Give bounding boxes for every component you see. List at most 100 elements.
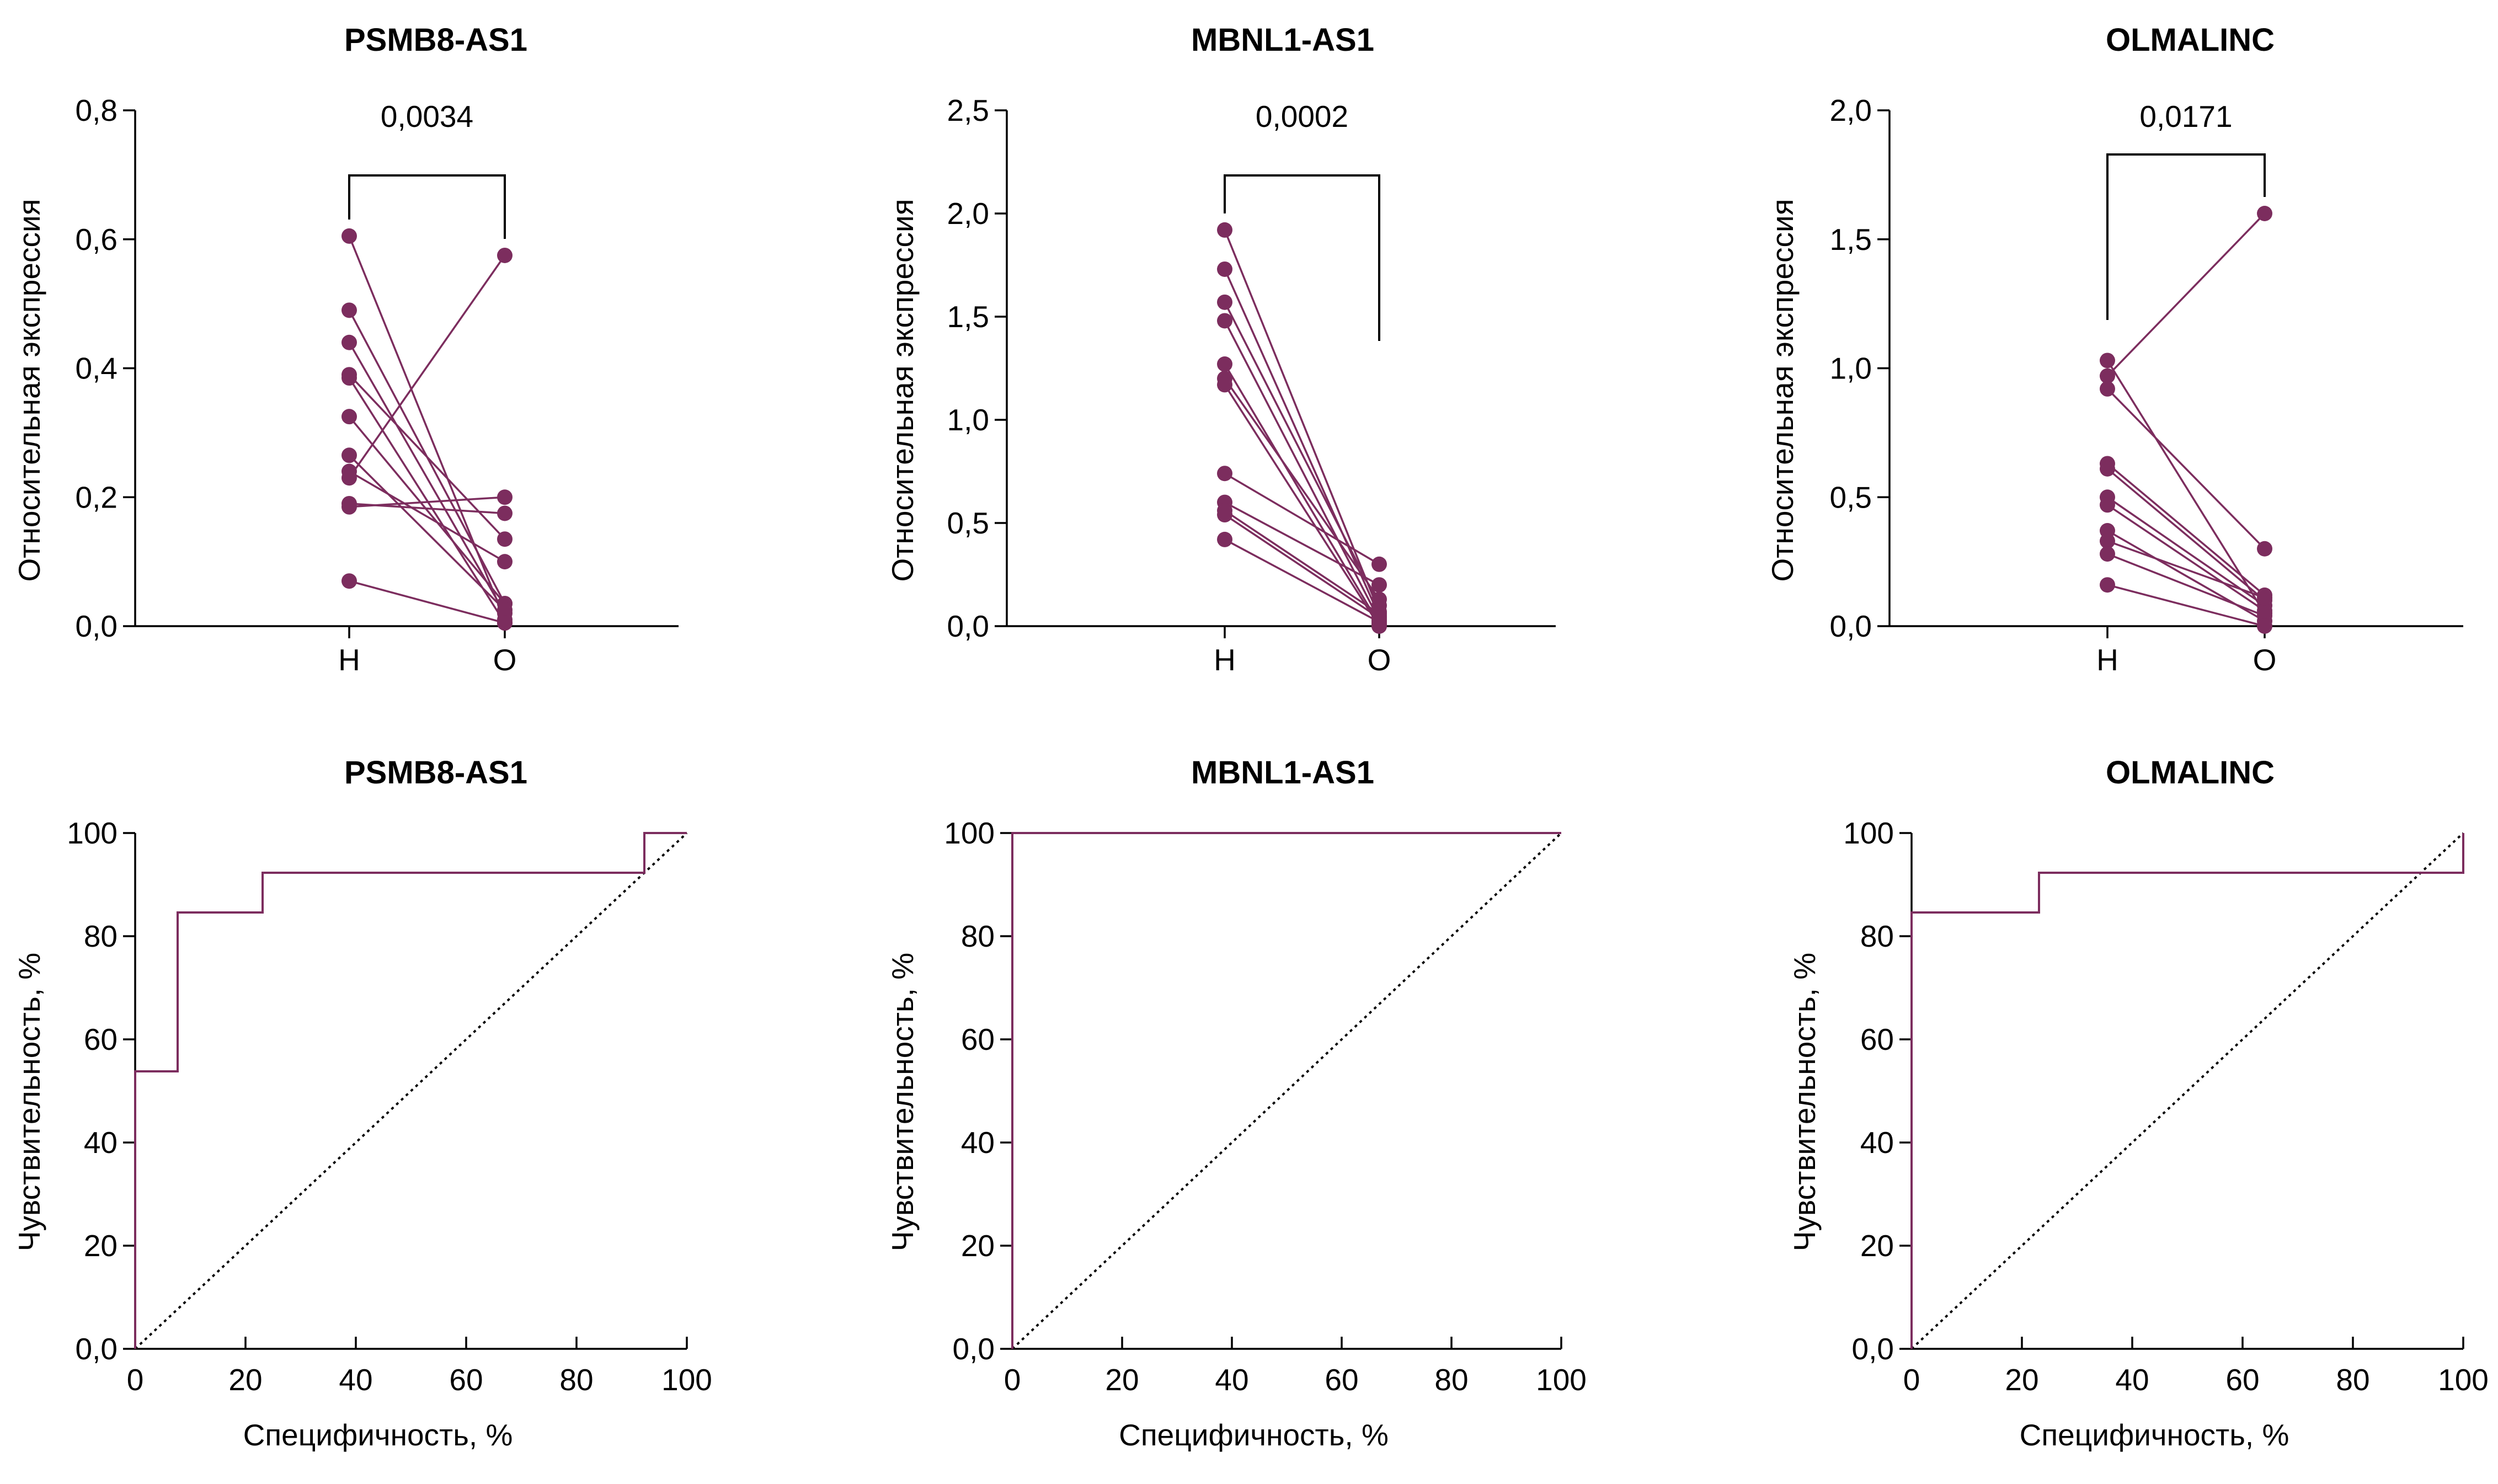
chart-title: OLMALINC xyxy=(2106,755,2275,791)
data-point-before xyxy=(1217,294,1232,310)
data-point-after xyxy=(1371,591,1387,607)
data-point-after xyxy=(1371,577,1387,593)
x-tick-label: 0 xyxy=(127,1363,144,1397)
pair-line xyxy=(1224,514,1380,619)
pair-line xyxy=(1224,269,1380,617)
y-axis-label: Относительная экспрессия xyxy=(885,199,920,582)
pair-line xyxy=(1224,472,1380,565)
x-tick-label: 40 xyxy=(339,1363,372,1397)
roc-curve xyxy=(134,832,687,1349)
pair-line xyxy=(1224,501,1380,586)
y-tick-label: 0,5 xyxy=(1830,480,1872,514)
y-axis-label: Чувствительность, % xyxy=(12,953,46,1251)
y-tick-label: 80 xyxy=(1860,919,1894,953)
x-tick-label: 80 xyxy=(1434,1363,1468,1397)
data-point-before xyxy=(341,334,357,350)
roc-curve xyxy=(1011,832,1561,1349)
y-tick-label: 0,0 xyxy=(76,609,118,643)
pair-line xyxy=(348,416,506,605)
data-point-after xyxy=(497,615,513,631)
x-tick-label: О xyxy=(1368,643,1391,677)
y-tick-label: 0,2 xyxy=(76,480,118,514)
p-value-label: 0,0171 xyxy=(2139,99,2232,134)
x-tick-label: 0 xyxy=(1004,1363,1021,1397)
y-tick-label: 20 xyxy=(84,1229,118,1263)
data-point-before xyxy=(341,370,357,386)
pair-line xyxy=(2107,540,2265,599)
x-tick-label: 100 xyxy=(1536,1363,1587,1397)
y-tick-label: 0,5 xyxy=(947,506,989,540)
data-point-before xyxy=(1217,377,1232,393)
y-axis-label: Относительная экспрессия xyxy=(1765,199,1800,582)
data-point-before xyxy=(2100,381,2115,397)
p-value-label: 0,0034 xyxy=(381,99,473,134)
y-tick-label: 40 xyxy=(1860,1125,1894,1160)
pair-line xyxy=(348,377,506,624)
data-point-before xyxy=(1217,356,1232,372)
y-tick-label: 80 xyxy=(84,919,118,953)
data-point-after xyxy=(2257,206,2272,221)
p-value-label: 0,0002 xyxy=(1256,99,1348,134)
pair-line xyxy=(2106,360,2266,614)
data-point-after xyxy=(2257,541,2272,557)
y-tick-label: 0,0 xyxy=(947,609,989,643)
data-point-after xyxy=(497,531,513,547)
x-tick-label: 0 xyxy=(1903,1363,1920,1397)
chart-title: PSMB8-AS1 xyxy=(344,22,527,58)
x-tick-label: 20 xyxy=(1105,1363,1139,1397)
data-point-after xyxy=(2257,618,2272,634)
pair-line xyxy=(349,470,505,563)
pair-line xyxy=(2106,468,2266,601)
paired-plot-3: OLMALINC 0,0 0,5 1,0 1,5 2,0 Н О Относительная э… xyxy=(1765,22,2463,677)
x-axis-label: Специфичность, % xyxy=(1119,1418,1389,1452)
y-tick-label: 60 xyxy=(84,1022,118,1056)
y-tick-label: 0,6 xyxy=(76,222,118,257)
y-tick-label: 0,4 xyxy=(76,351,118,386)
data-point-before xyxy=(341,470,357,486)
data-point-before xyxy=(2100,546,2115,562)
pair-line xyxy=(1224,378,1380,600)
data-point-before xyxy=(2100,497,2115,513)
pair-line xyxy=(1224,510,1380,615)
data-point-before xyxy=(2100,533,2115,549)
data-point-before xyxy=(2100,577,2115,593)
x-tick-label: 60 xyxy=(2225,1363,2259,1397)
y-tick-label: 60 xyxy=(1860,1022,1894,1056)
y-tick-label: 2,5 xyxy=(947,93,989,127)
y-tick-label: 40 xyxy=(84,1125,118,1160)
pair-line xyxy=(2107,553,2265,617)
chart-title: MBNL1-AS1 xyxy=(1191,755,1374,791)
y-tick-label: 20 xyxy=(1860,1229,1894,1263)
pair-line xyxy=(348,236,506,620)
pair-line xyxy=(348,373,506,540)
roc-plot-3: OLMALINC 0,0 0 20 20 40 40 60 60 80 80 100 100 Специф… xyxy=(1787,755,2489,1452)
pair-line xyxy=(2106,388,2266,549)
x-tick-label: О xyxy=(2253,643,2277,677)
x-tick-label: 40 xyxy=(2115,1363,2149,1397)
x-tick-label: 40 xyxy=(1215,1363,1248,1397)
data-point-before xyxy=(341,573,357,589)
y-tick-label: 1,5 xyxy=(1830,222,1872,257)
data-point-before xyxy=(2100,353,2115,369)
pair-line xyxy=(1224,384,1380,627)
x-tick-label: Н xyxy=(2096,643,2118,677)
data-point-before xyxy=(2100,461,2115,477)
data-point-after xyxy=(497,505,513,521)
y-axis-label: Чувствительность, % xyxy=(885,953,920,1251)
pair-line xyxy=(1224,364,1380,625)
data-point-after xyxy=(1371,556,1387,572)
roc-curve xyxy=(1910,833,2464,1349)
data-point-before xyxy=(2100,368,2115,384)
paired-plot-1: PSMB8-AS1 0,0 0,2 0,4 0,6 0,8 Н О Относительная … xyxy=(12,22,679,677)
y-tick-label: 1,0 xyxy=(1830,351,1872,386)
y-axis-label: Относительная экспрессия xyxy=(12,199,46,582)
roc-plot-2: MBNL1-AS1 0,0 0 20 20 40 40 60 60 80 80 100 100 Специ… xyxy=(885,755,1587,1452)
data-point-before xyxy=(1217,222,1232,238)
y-tick-label: 100 xyxy=(67,816,118,850)
data-point-before xyxy=(341,228,357,244)
x-tick-label: 60 xyxy=(1325,1363,1358,1397)
y-tick-label: 60 xyxy=(961,1022,995,1056)
x-tick-label: 80 xyxy=(559,1363,593,1397)
pair-line xyxy=(2107,584,2265,627)
